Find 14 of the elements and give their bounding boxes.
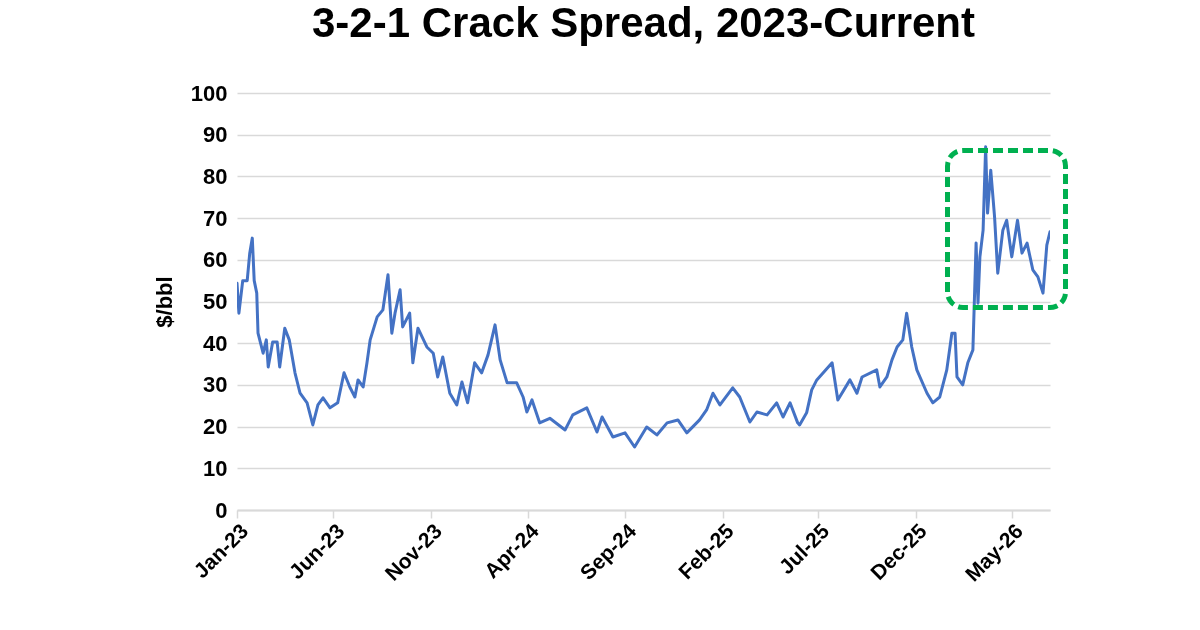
y-tick-label: 100 (190, 80, 228, 106)
chart-title: 3-2-1 Crack Spread, 2023-Current (312, 0, 975, 46)
y-tick-label: 40 (203, 330, 228, 356)
y-tick-label: 80 (203, 163, 228, 189)
y-axis-title: $/bbl (151, 276, 177, 328)
y-tick-label: 90 (203, 122, 228, 148)
line-series (237, 145, 1050, 449)
y-tick-label: 0 (215, 497, 228, 523)
y-tick-label: 10 (203, 455, 228, 481)
y-tick-label: 60 (203, 247, 228, 273)
y-tick-label: 30 (203, 372, 228, 398)
y-tick-label: 20 (203, 414, 228, 440)
y-tick-label: 50 (203, 289, 228, 314)
y-tick-label: 70 (203, 205, 228, 231)
